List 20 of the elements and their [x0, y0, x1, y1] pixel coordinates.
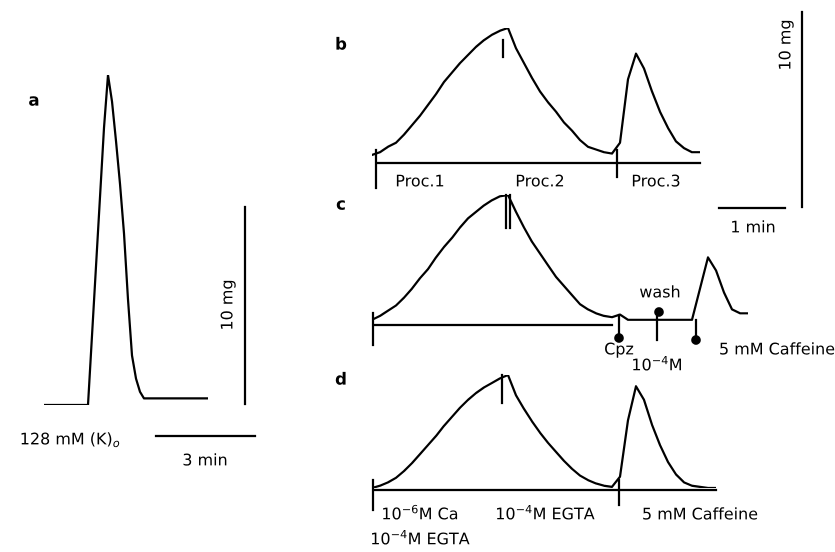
text: Proc.2: [516, 174, 564, 187]
text: 10 mg: [220, 280, 236, 329]
chart-title: b: [336, 36, 346, 50]
text: 10$^{−4}$M: [633, 356, 681, 371]
text: a: [29, 96, 38, 106]
text: 5 mM Caffeine: [720, 342, 834, 355]
text: Proc.3: [632, 174, 680, 187]
text: 10 mg: [778, 20, 794, 69]
text: Proc.1: [396, 174, 444, 187]
chart-title: d: [336, 372, 346, 385]
text: 10$^{−6}$M Ca: [383, 504, 458, 520]
chart-title: c: [336, 200, 345, 210]
text: 128 mM (K)$_{o}$: [22, 432, 120, 448]
text: 5 mM Caffeine: [643, 507, 758, 520]
annotation: 1 min: [732, 220, 774, 232]
text: Cpz: [605, 342, 634, 358]
text: 10$^{−4}$M EGTA: [372, 530, 470, 545]
annotation: wash: [640, 285, 680, 298]
text: 10$^{−4}$M EGTA: [497, 505, 595, 520]
text: 3 min: [184, 453, 226, 466]
